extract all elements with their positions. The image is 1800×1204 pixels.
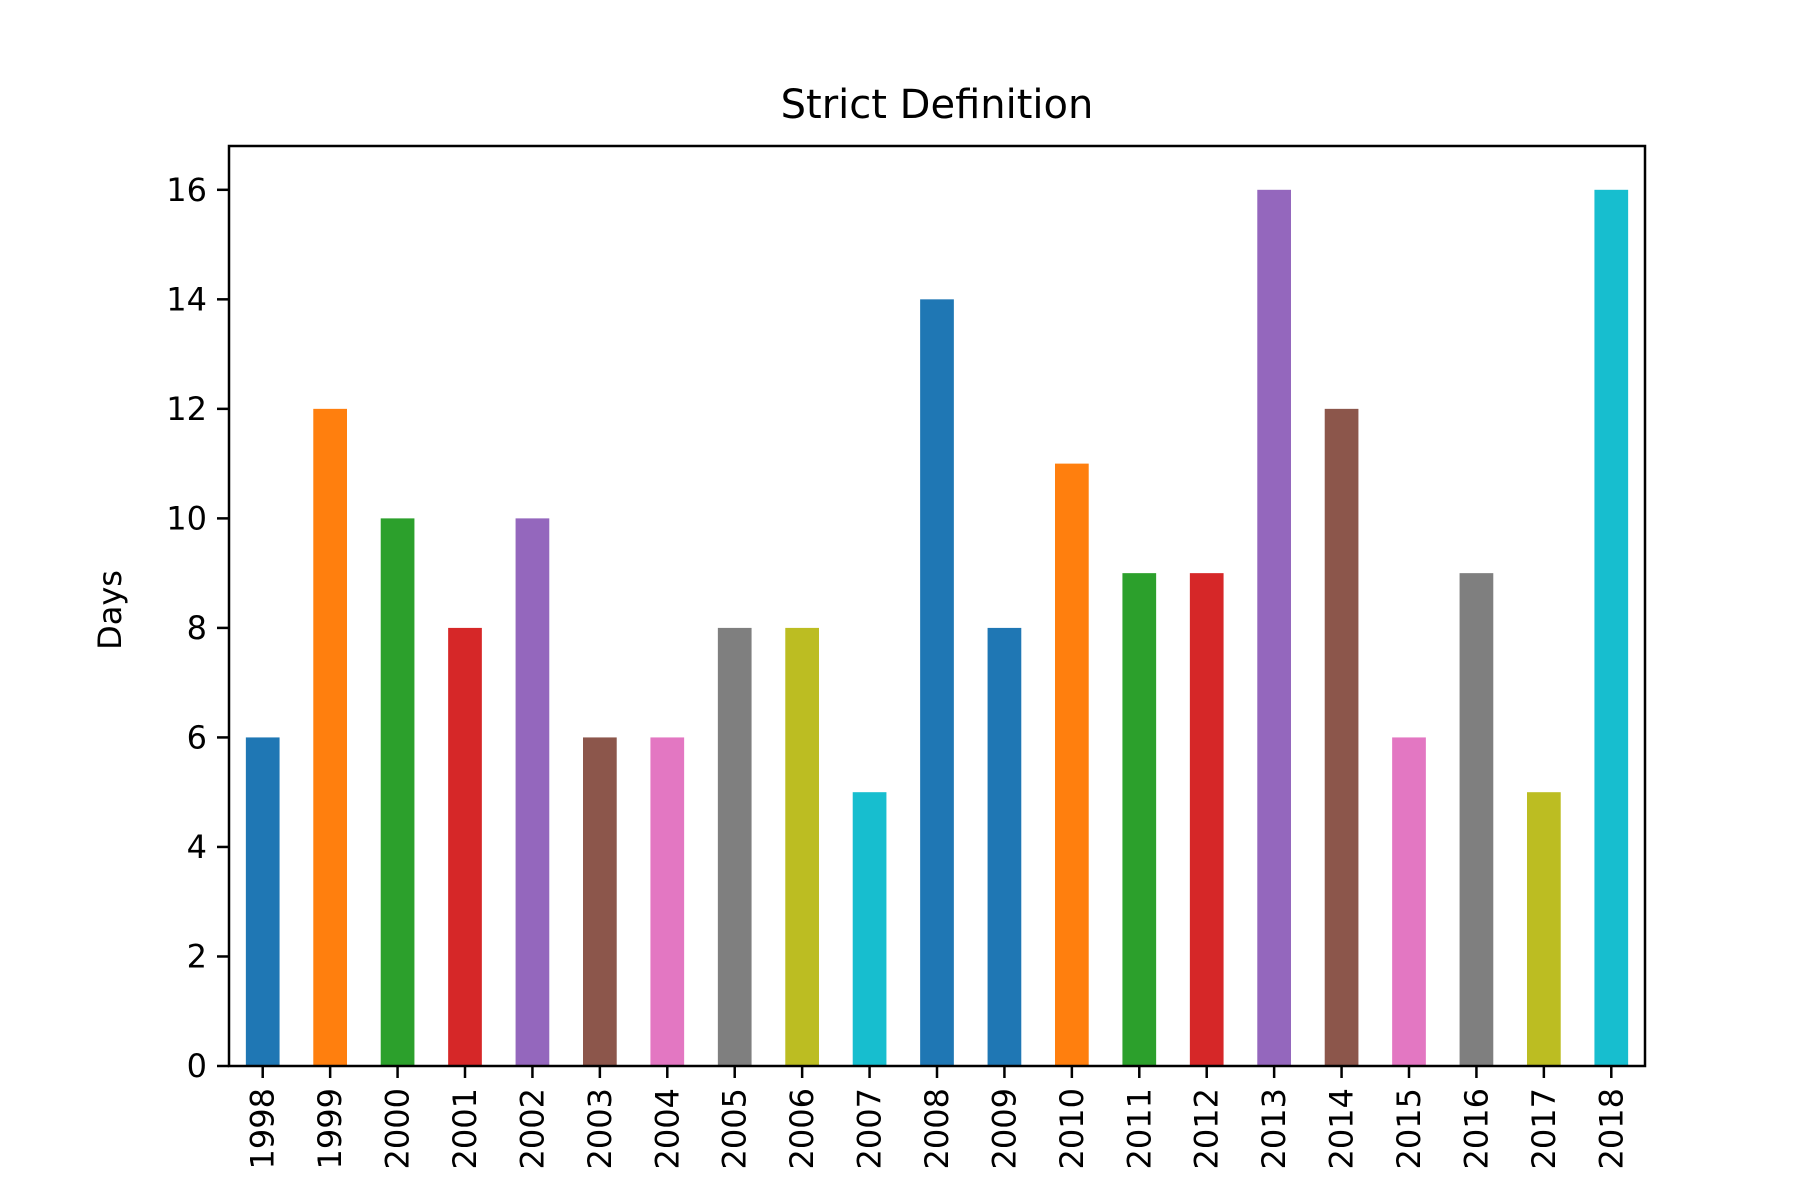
x-tick-label: 2011 (1120, 1088, 1158, 1169)
bar-1999 (313, 408, 347, 1066)
x-tick-label: 2005 (716, 1088, 754, 1169)
x-axis-ticks: 1998 1999 2000 2001 2002 2003 2004 2005 2006 2007… (244, 1066, 1630, 1169)
bar-2008 (920, 299, 954, 1066)
bar-2010 (1055, 463, 1089, 1067)
x-tick-label: 2006 (783, 1088, 821, 1169)
x-tick-label: 2009 (985, 1088, 1023, 1169)
x-tick-label: 2013 (1255, 1088, 1293, 1169)
y-tick-label: 2 (187, 937, 207, 975)
y-tick-label: 16 (166, 171, 207, 209)
bar-2007 (852, 792, 887, 1066)
y-axis-label: Days (91, 570, 129, 650)
x-tick-label: 2017 (1525, 1088, 1563, 1169)
x-tick-label: 2002 (513, 1088, 551, 1169)
y-tick-label: 6 (187, 718, 207, 756)
bar-2001 (448, 627, 482, 1066)
plot-frame (227, 144, 1647, 1068)
bar-2017 (1527, 792, 1561, 1066)
bar-1998 (245, 737, 280, 1066)
chart-title: Strict Definition (781, 82, 1094, 128)
bar-2009 (987, 627, 1022, 1066)
bar-2000 (380, 518, 415, 1066)
x-tick-label: 1999 (311, 1088, 349, 1169)
x-tick-label: 2015 (1390, 1088, 1428, 1169)
bar-2002 (515, 518, 550, 1066)
y-tick-label: 8 (187, 609, 207, 647)
y-axis-ticks: 0 2 4 6 8 10 12 14 16 (166, 171, 229, 1085)
bar-2013 (1257, 189, 1291, 1067)
x-tick-label: 2016 (1457, 1088, 1495, 1169)
bar-2004 (650, 737, 685, 1066)
x-tick-label: 2018 (1592, 1088, 1630, 1169)
y-tick-label: 10 (166, 499, 207, 537)
bars-group (245, 189, 1629, 1067)
bar-2014 (1324, 408, 1359, 1066)
bar-2012 (1189, 573, 1224, 1066)
x-tick-label: 1998 (244, 1088, 282, 1169)
bar-2015 (1392, 737, 1426, 1066)
bar-2005 (717, 627, 752, 1066)
x-tick-label: 2004 (648, 1088, 686, 1169)
bar-2003 (583, 737, 617, 1066)
y-tick-label: 12 (166, 390, 207, 428)
bar-2006 (785, 627, 819, 1066)
bar-2011 (1122, 573, 1157, 1066)
y-tick-label: 0 (187, 1047, 207, 1085)
x-tick-label: 2010 (1053, 1088, 1091, 1169)
x-tick-label: 2007 (851, 1088, 889, 1169)
x-tick-label: 2001 (446, 1088, 484, 1169)
x-tick-label: 2012 (1188, 1088, 1226, 1169)
x-tick-label: 2008 (918, 1088, 956, 1169)
bar-2016 (1459, 573, 1494, 1066)
x-tick-label: 2000 (379, 1088, 417, 1169)
bar-2018 (1594, 189, 1629, 1067)
x-tick-label: 2003 (581, 1088, 619, 1169)
y-tick-label: 4 (187, 828, 207, 866)
y-tick-label: 14 (166, 280, 207, 318)
x-tick-label: 2014 (1323, 1088, 1361, 1169)
